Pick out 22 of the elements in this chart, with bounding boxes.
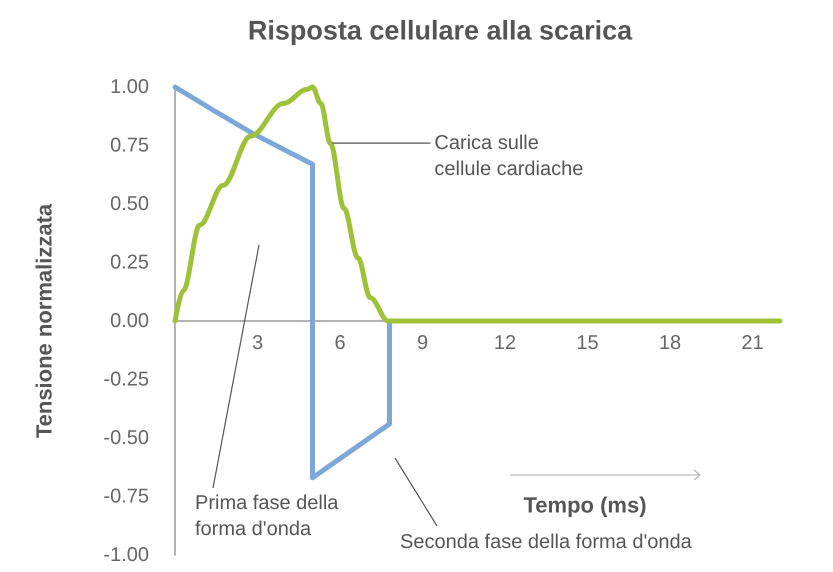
x-tick-label: 18 [658,332,682,354]
y-axis-title: Tensione normalizzata [32,203,56,438]
y-tick-label: -0.25 [103,368,149,390]
y-tick-label: 0.50 [110,193,149,215]
annotation: Prima fase della forma d'onda [195,492,344,540]
text: Carica sulle cellule cardiache [434,132,584,180]
y-tick-label: -0.75 [103,486,149,508]
x-axis-title: Tempo (ms) [523,492,647,518]
x-tick-label: 12 [494,332,516,354]
x-tick-label: 3 [252,332,264,354]
x-tick-label: 21 [741,332,764,354]
x-tick-label: 15 [576,332,599,354]
y-tick-label: -1.00 [103,544,149,566]
x-tick-label: 6 [334,332,346,354]
y-tick-label: 1.00 [110,76,149,98]
y-tick-label: 0.75 [110,134,149,156]
y-tick-label: 0.25 [110,252,149,274]
y-tick-label: -0.50 [103,427,149,449]
y-tick-label: 0.00 [110,310,149,332]
annotation: Seconda fase della forma d'onda [400,531,693,553]
chart-title: Risposta cellulare alla scarica [248,16,634,46]
x-tick-label: 9 [416,332,428,354]
